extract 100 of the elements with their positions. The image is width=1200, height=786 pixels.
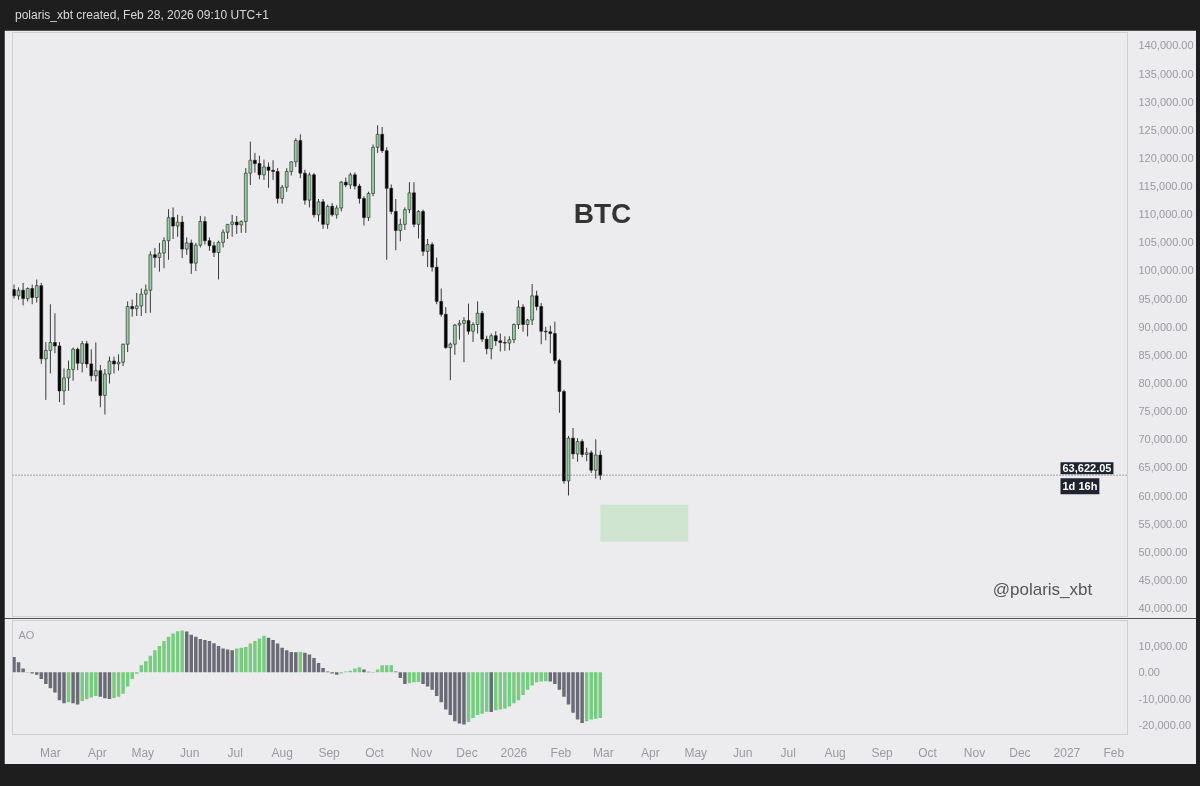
x-tick-label: Aug	[271, 745, 293, 760]
bar	[80, 672, 84, 701]
x-tick-label: Apr	[640, 745, 660, 760]
y-tick-label: 70,000.00	[1138, 433, 1188, 446]
y-tick-label: 125,000.00	[1138, 123, 1194, 136]
x-tick-label: Aug	[824, 745, 846, 760]
y-tick-label: 110,000.00	[1138, 208, 1193, 221]
annotation: @polaris_xbt	[992, 579, 1093, 599]
bar	[121, 672, 125, 694]
bar	[280, 647, 284, 673]
bar	[462, 672, 466, 725]
y-tick-label: -10,000.00	[1138, 692, 1192, 705]
y-tick-label: 100,000.00	[1138, 264, 1194, 277]
y-tick-label: 130,000.00	[1138, 95, 1194, 108]
x-tick-label: May	[131, 745, 155, 760]
bar	[253, 641, 257, 673]
y-tick-label: 140,000.00	[1138, 39, 1194, 52]
y-tick-label: 80,000.00	[1138, 377, 1188, 390]
x-tick-label: Nov	[963, 745, 986, 760]
bar	[494, 672, 498, 711]
bar	[94, 672, 98, 696]
x-tick-label: Apr	[88, 745, 107, 760]
bar	[580, 672, 584, 723]
bar	[303, 652, 307, 673]
bar	[421, 672, 425, 685]
bar	[530, 672, 534, 686]
bar	[503, 672, 507, 709]
text: polaris_xbt created, Feb 28, 2026 09:10 UTC+1	[15, 7, 269, 24]
x-tick-label: Feb	[550, 745, 572, 760]
x-tick-label: Feb	[1103, 745, 1125, 760]
bar	[271, 640, 275, 673]
x-tick-label: Mar	[593, 745, 614, 760]
bar	[112, 672, 116, 699]
x-tick-label: Jun	[180, 745, 200, 760]
bar	[171, 633, 175, 673]
y-tick-label: 45,000.00	[1138, 573, 1188, 586]
x-tick-label: Jun	[733, 745, 753, 760]
x-tick-label: Nov	[410, 745, 433, 760]
bar	[489, 672, 493, 713]
y-tick-label: 65,000.00	[1138, 461, 1188, 474]
y-tick-label: 135,000.00	[1138, 67, 1194, 80]
bar	[180, 630, 184, 673]
bar	[212, 643, 216, 673]
candlestick	[457, 319, 462, 341]
bar	[412, 672, 416, 683]
bar	[103, 672, 107, 699]
x-tick-label: 2027	[1053, 745, 1081, 760]
bar	[71, 672, 75, 704]
x-tick-label: Mar	[40, 745, 61, 760]
x-tick-label: Sep	[871, 745, 894, 760]
y-tick-label: -20,000.00	[1138, 719, 1192, 731]
bar	[312, 657, 316, 673]
bar	[244, 646, 248, 673]
bar	[294, 652, 298, 673]
bar	[380, 665, 384, 673]
y-tick-label: 75,000.00	[1138, 405, 1188, 418]
x-tick-label: Dec	[1009, 745, 1031, 760]
y-tick-label: 120,000.00	[1138, 151, 1194, 164]
bar	[44, 672, 48, 685]
bar	[262, 635, 266, 673]
y-tick-label: 50,000.00	[1138, 545, 1188, 558]
candlestick	[575, 437, 580, 463]
text: BTC	[573, 197, 632, 229]
bar	[194, 636, 198, 673]
ref-line-label: 63,622.05	[1062, 462, 1112, 475]
candlestick	[48, 303, 53, 374]
bar	[334, 672, 339, 675]
y-tick-label: 105,000.00	[1138, 236, 1194, 249]
bar	[12, 656, 16, 673]
candlestick	[598, 450, 603, 481]
bar	[162, 641, 166, 673]
y-tick-label: 115,000.00	[1138, 180, 1193, 193]
bar	[453, 672, 457, 722]
bar	[512, 672, 516, 704]
x-tick-label: Dec	[456, 745, 478, 760]
x-tick-label: Sep	[318, 745, 341, 760]
y-tick-label: 10,000.00	[1138, 639, 1188, 652]
bar	[221, 648, 225, 673]
x-tick-label: 2026	[500, 745, 528, 760]
annotation: 1d 16h	[1062, 480, 1098, 493]
x-tick-label: Oct	[918, 745, 938, 760]
bar	[353, 668, 357, 673]
bar	[589, 672, 593, 720]
bar	[230, 650, 234, 673]
candlestick	[134, 292, 139, 317]
y-tick-label: 60,000.00	[1138, 489, 1188, 502]
y-tick-label: 95,000.00	[1138, 292, 1188, 305]
candlestick	[266, 161, 271, 189]
bar	[153, 650, 157, 673]
candlestick	[139, 287, 144, 317]
x-tick-label: May	[684, 745, 708, 760]
candlestick	[498, 333, 503, 353]
bar	[480, 672, 484, 714]
bar	[403, 672, 407, 685]
x-tick-label: Jul	[227, 745, 243, 760]
candlestick	[234, 215, 239, 235]
bar	[203, 640, 207, 673]
x-tick-label: Jul	[780, 745, 796, 760]
bar	[471, 672, 475, 718]
y-tick-label: 90,000.00	[1138, 320, 1188, 333]
